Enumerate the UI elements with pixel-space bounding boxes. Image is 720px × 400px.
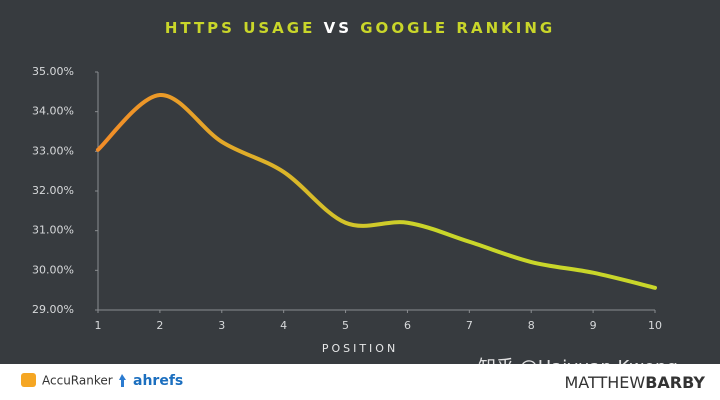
x-tick-label: 2 — [156, 319, 163, 332]
x-axis-label: POSITION — [322, 342, 398, 355]
y-tick-label: 30.00% — [32, 263, 74, 276]
watermark: 知乎 @Haiyuan Kwong — [478, 357, 678, 378]
y-tick-label: 31.00% — [32, 224, 74, 237]
line — [96, 93, 657, 290]
brand-part: BARBY — [645, 373, 705, 392]
x-tick-label: 8 — [528, 319, 535, 332]
x-tick-label: 1 — [95, 319, 102, 332]
ahrefs-icon — [119, 374, 126, 387]
brand-part: MATTHEW — [564, 373, 645, 392]
title-part: VS — [324, 19, 352, 37]
logo-text: AccuRanker — [42, 374, 113, 388]
x-tick-label: 6 — [404, 319, 411, 332]
chart-title: HTTPS USAGE VS GOOGLE RANKING — [165, 19, 555, 37]
x-tick-label: 9 — [590, 319, 597, 332]
y-tick-label: 34.00% — [32, 105, 74, 118]
brand: MATTHEWBARBY — [564, 373, 705, 392]
title-part: HTTPS USAGE — [165, 19, 316, 37]
footer — [0, 364, 720, 400]
x-tick-label: 10 — [648, 319, 662, 332]
y-tick-label: 32.00% — [32, 184, 74, 197]
y-tick-label: 29.00% — [32, 303, 74, 316]
title-part: GOOGLE RANKING — [360, 19, 555, 37]
x-tick-label: 3 — [218, 319, 225, 332]
x-tick-label: 5 — [342, 319, 349, 332]
x-tick-label: 7 — [466, 319, 473, 332]
y-tick-label: 35.00% — [32, 65, 74, 78]
accuranker-icon — [21, 373, 36, 387]
y-tick-label: 33.00% — [32, 144, 74, 157]
logo-text: ahrefs — [133, 373, 183, 389]
x-tick-label: 4 — [280, 319, 287, 332]
